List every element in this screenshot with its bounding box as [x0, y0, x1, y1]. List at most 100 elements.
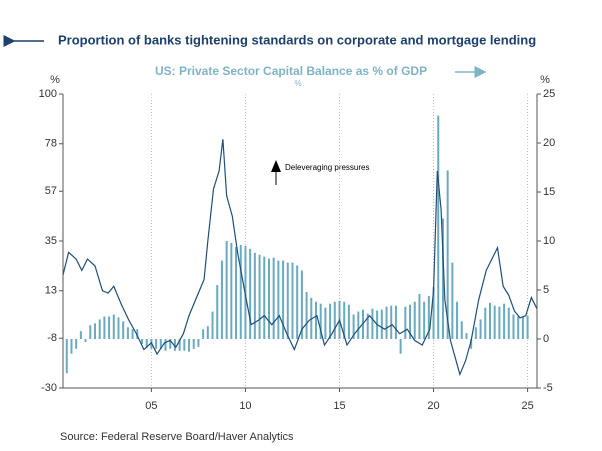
x-tick-label: 05 — [145, 400, 157, 412]
bar — [498, 306, 501, 339]
bar — [324, 307, 327, 339]
bar — [272, 257, 275, 339]
bar — [89, 325, 92, 339]
bar — [188, 339, 191, 352]
bar — [409, 304, 412, 339]
bar — [103, 316, 106, 339]
bar — [503, 303, 506, 339]
bar — [202, 329, 205, 339]
bar — [394, 305, 397, 339]
y2-tick-label: 15 — [543, 186, 555, 198]
bar — [319, 303, 322, 339]
bar — [178, 339, 181, 351]
bar — [192, 339, 195, 349]
source: Source: Federal Reserve Board/Haver Anal… — [60, 431, 294, 443]
chart-subtitle: US: Private Sector Capital Balance as % … — [155, 64, 427, 78]
y2-axis-label: % — [540, 74, 550, 86]
bar — [474, 327, 477, 339]
bar — [371, 308, 374, 339]
bar — [169, 339, 172, 349]
bar — [456, 301, 459, 339]
bar — [263, 256, 266, 339]
bar — [136, 329, 139, 339]
bar — [141, 339, 143, 344]
bar — [479, 319, 482, 339]
bar — [282, 260, 285, 339]
y-tick-label: 100 — [39, 88, 57, 100]
x-tick-label: 10 — [239, 400, 251, 412]
bar — [126, 327, 129, 339]
bar — [493, 305, 496, 339]
x-tick-label: 20 — [427, 400, 439, 412]
bar — [512, 314, 515, 339]
bar — [164, 339, 167, 351]
bar — [423, 301, 426, 339]
bar — [211, 311, 214, 339]
bar — [521, 316, 524, 339]
bar — [526, 315, 529, 339]
y2-tick-label: 10 — [543, 235, 555, 247]
y2-tick-label: -5 — [543, 382, 553, 394]
bar — [404, 306, 407, 339]
bar — [70, 339, 73, 354]
bar — [437, 115, 440, 339]
bar — [432, 287, 435, 339]
annotation-arrow-head — [271, 160, 281, 172]
bar — [300, 270, 303, 339]
bar — [112, 314, 115, 339]
bar — [216, 285, 219, 339]
bar — [329, 303, 332, 339]
bar — [79, 331, 82, 339]
bar — [446, 170, 449, 339]
bar — [507, 307, 510, 339]
bar — [197, 339, 200, 347]
bar — [427, 295, 430, 339]
bar — [488, 302, 491, 339]
bar — [173, 339, 176, 351]
bar — [333, 301, 336, 339]
bar — [286, 262, 289, 339]
subtitle-unit: % — [294, 79, 301, 88]
bar — [347, 304, 350, 339]
y-tick-label: -30 — [41, 382, 57, 394]
bar — [108, 316, 111, 339]
bar — [380, 309, 383, 339]
bar — [451, 262, 454, 339]
bar — [385, 306, 388, 339]
y2-tick-label: 20 — [543, 137, 555, 149]
bar — [183, 339, 186, 351]
bar — [84, 339, 87, 342]
bar — [291, 262, 294, 339]
bar — [249, 248, 252, 339]
y-tick-label: -8 — [47, 332, 57, 344]
bar — [253, 252, 256, 339]
bar — [413, 301, 416, 339]
bar — [314, 301, 317, 339]
y-axis-label: % — [50, 74, 60, 86]
bar — [220, 260, 223, 339]
bar — [131, 329, 134, 339]
annotation: Deleveraging pressures — [285, 163, 370, 172]
bar — [343, 301, 346, 339]
y2-tick-label: 25 — [543, 88, 555, 100]
bar — [258, 254, 261, 339]
bar — [239, 244, 242, 339]
bar — [145, 339, 148, 348]
x-tick-label: 25 — [521, 400, 533, 412]
bar — [225, 241, 228, 339]
bar — [305, 291, 308, 339]
y-tick-label: 35 — [45, 235, 57, 247]
bar — [159, 339, 162, 349]
bar — [517, 316, 520, 339]
bar — [470, 339, 473, 349]
y2-tick-label: 5 — [543, 284, 549, 296]
x-tick-label: 15 — [333, 400, 345, 412]
bar — [65, 339, 68, 374]
bar — [390, 305, 393, 339]
y-tick-label: 78 — [45, 138, 57, 150]
bar — [235, 246, 238, 339]
bar — [366, 313, 369, 339]
y-tick-label: 57 — [45, 185, 57, 197]
bar — [418, 293, 421, 339]
